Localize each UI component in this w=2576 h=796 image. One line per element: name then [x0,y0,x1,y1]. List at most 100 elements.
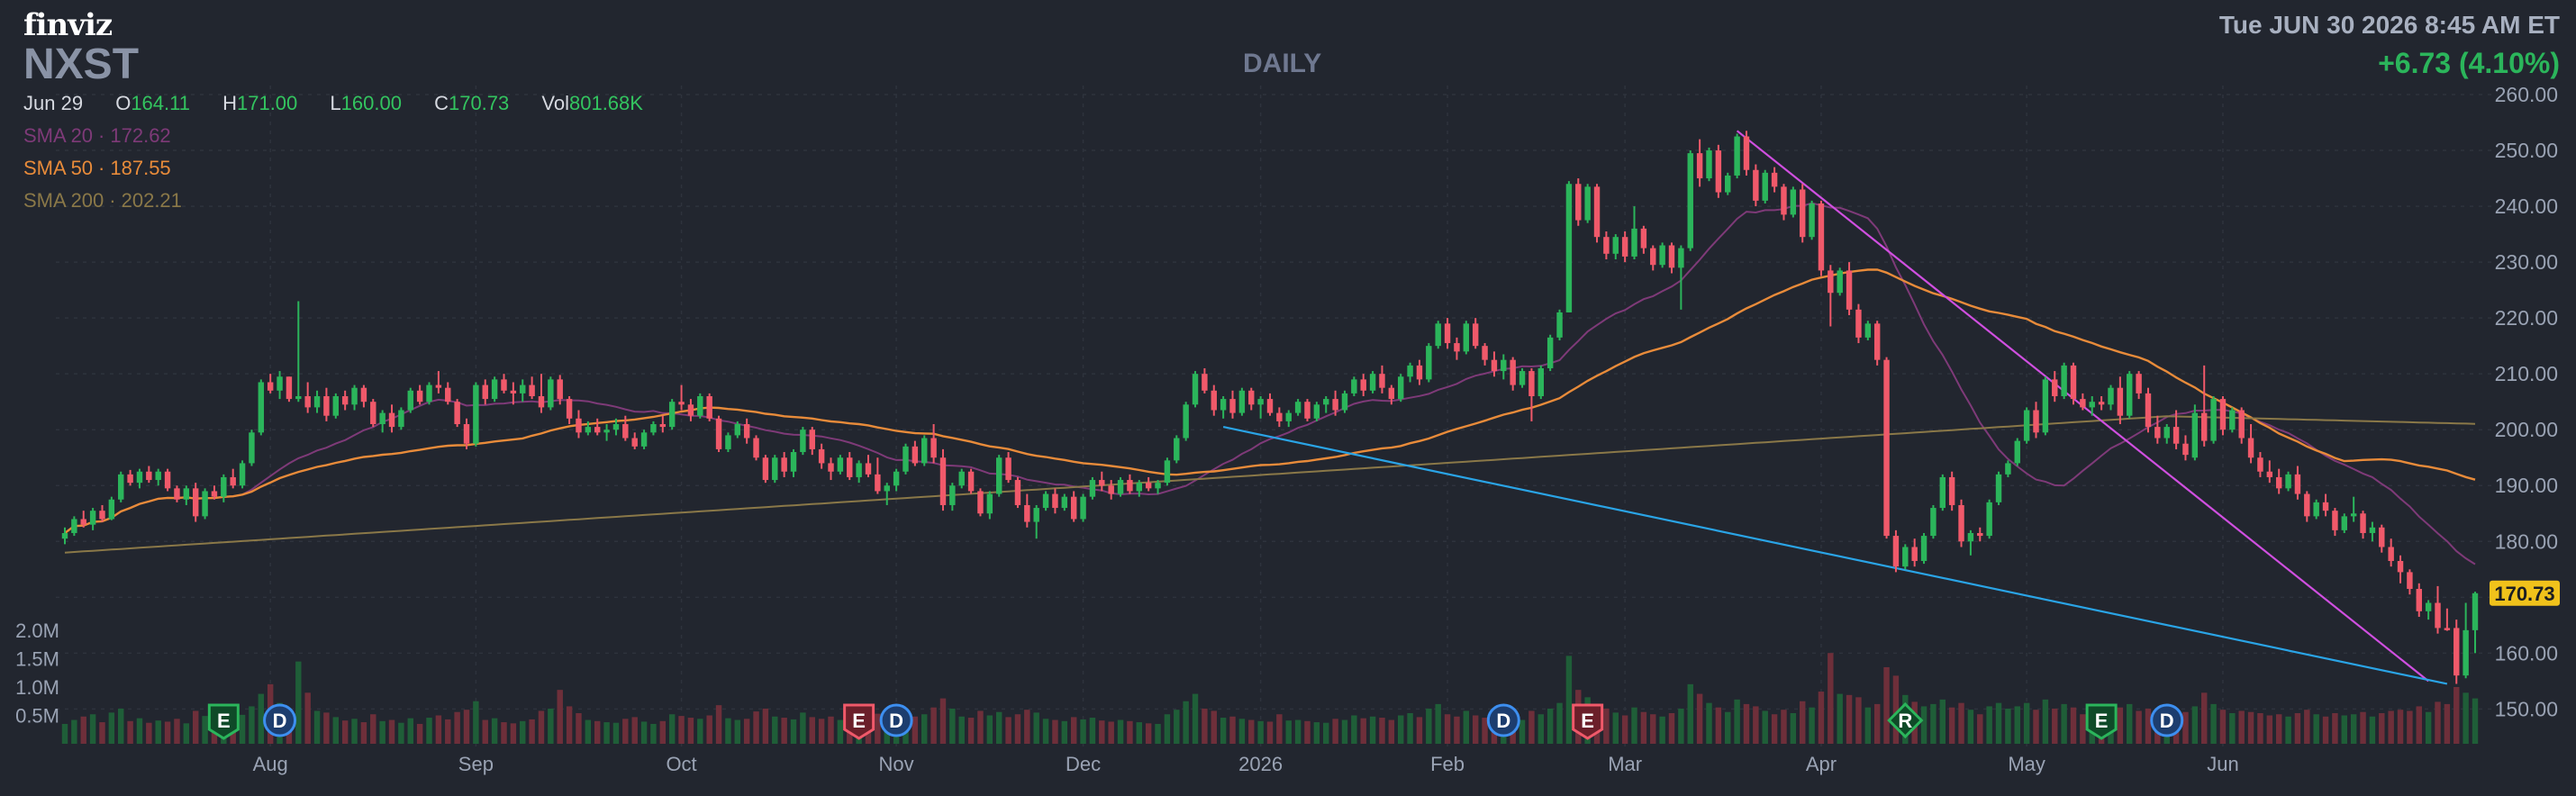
candle-body [2416,589,2422,611]
candle-body [903,446,909,472]
candle [585,421,592,436]
finviz-logo[interactable]: finviz [23,7,113,43]
volume-bar [650,723,657,744]
candle-body [1762,172,1768,201]
volume-bar [2136,710,2142,744]
y-tick-label: 180.00 [2495,529,2558,553]
event-marker-earnings[interactable]: E [1572,703,1604,740]
event-marker-dividend[interactable]: D [263,703,297,737]
volume-bar [463,710,470,744]
event-marker-earnings[interactable]: E [2085,703,2118,740]
earnings-icon [207,703,240,740]
candle-body [313,395,321,408]
candle [2117,376,2124,425]
candle [1248,387,1255,411]
volume-bar [977,710,984,744]
candle-body [612,424,620,430]
event-marker-dividend[interactable]: D [1486,703,1520,737]
volume-bar [1659,716,1665,744]
volume-bar [622,719,629,744]
price-tag-text: 170.73 [2494,583,2554,605]
sma200-line [64,415,2476,554]
ticker-symbol: NXST [23,41,140,88]
candle-body [2322,502,2329,511]
candle-body [1005,457,1011,481]
sma50-value: 187.55 [110,157,171,179]
volume-bar [612,722,620,744]
candle-body [2080,399,2086,408]
candle [1164,457,1171,486]
event-marker-earnings[interactable]: E [207,703,240,740]
volume-bar [1332,719,1338,744]
volume-bar [2360,711,2366,744]
volume-bar [2219,710,2227,744]
volume-bar [1920,706,1927,744]
volume-bar [1220,718,1227,744]
candle [548,376,554,411]
candle-body [2182,443,2189,456]
candle [2322,493,2329,517]
event-marker-dividend[interactable]: D [879,703,913,737]
event-label: E [2095,710,2109,732]
volume-tick-label: 1.0M [15,676,59,699]
volume-bar [1986,706,1992,744]
candle-body [304,395,311,408]
volume-bar [2023,702,2030,744]
sma200-legend[interactable]: SMA 200 · 202.21 [23,189,182,213]
low-value: 160.00 [340,92,402,114]
volume-bar [2229,712,2236,744]
candle [313,390,321,413]
candle-body [2154,427,2161,439]
volume-bar [407,718,413,744]
volume-bar [557,690,563,744]
event-marker-earnings[interactable]: E [843,703,875,740]
volume-bar [790,719,797,744]
y-tick-label: 220.00 [2495,306,2558,330]
volume-bar [2238,710,2245,744]
event-marker-dividend[interactable]: D [2150,703,2184,737]
candle [1809,200,1815,240]
volume-bar [1407,712,1413,744]
volume-bar [2435,701,2441,744]
sma200-value: 202.21 [121,189,182,212]
candle-body [762,457,769,481]
candle [1781,184,1787,221]
volume-bar [1621,715,1628,744]
volume-bar [1743,703,1750,744]
x-tick-label: Dec [1066,753,1101,775]
dividend-icon [1486,703,1520,737]
volume-bar [958,716,965,744]
candle-body [1659,245,1665,266]
candle [2304,491,2310,522]
volume-bar [725,718,731,744]
sma20-legend[interactable]: SMA 20 · 172.62 [23,124,171,148]
volume-bar [1939,699,1946,744]
volume-bar [529,719,535,744]
event-label: D [273,710,287,732]
candle [1939,474,1946,511]
candle [2042,376,2049,436]
candle [967,468,975,494]
volume-bar [1818,692,1825,744]
candle [1416,359,1423,385]
volume-bar [1696,693,1703,744]
volume-bar [1080,719,1086,744]
volume-bar [1537,714,1545,744]
candle-body [2275,476,2282,489]
candle-body [548,379,554,408]
sma50-legend[interactable]: SMA 50 · 187.55 [23,157,171,180]
dividend-icon [879,703,913,737]
candle [687,399,694,421]
candle [2219,395,2227,436]
candle [612,418,620,436]
event-marker-rating[interactable]: R [1887,701,1924,739]
candle-body [875,474,881,492]
candle-body [1967,532,1974,542]
volume-bar [2304,710,2310,744]
dividend-icon [263,703,297,737]
volume-bar [2350,714,2357,744]
volume-bar [2313,714,2319,744]
candle-body [398,410,404,428]
